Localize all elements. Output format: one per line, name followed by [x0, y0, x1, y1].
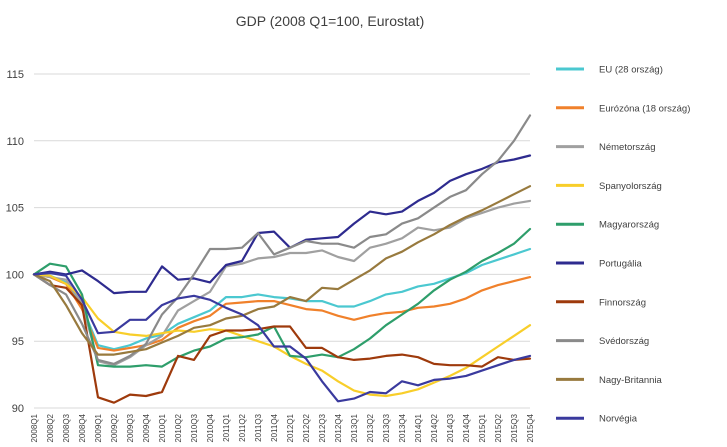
x-axis-ticks: 2008Q1 2008Q2 2008Q3 2008Q4 2009Q1 2009Q2 2009…	[30, 413, 535, 442]
series-line-6	[32, 273, 532, 404]
y-tick-label: 95	[12, 336, 24, 348]
x-tick-label: 2012Q2	[302, 413, 311, 442]
legend-label: Svédország	[599, 336, 649, 347]
x-tick-label: 2009Q3	[126, 413, 135, 442]
x-tick-label: 2010Q2	[174, 413, 183, 442]
x-tick-label: 2013Q3	[382, 413, 391, 442]
y-tick-label: 105	[6, 203, 24, 215]
x-tick-label: 2008Q3	[62, 413, 71, 442]
x-tick-label: 2010Q4	[206, 413, 215, 442]
y-tick-label: 90	[12, 403, 24, 415]
x-tick-label: 2015Q4	[526, 413, 535, 442]
x-tick-label: 2013Q1	[350, 413, 359, 442]
x-tick-label: 2014Q3	[446, 413, 455, 442]
chart-title: GDP (2008 Q1=100, Eurostat)	[236, 13, 424, 29]
series-lines	[32, 114, 532, 404]
series-line-5	[32, 154, 532, 295]
x-tick-label: 2013Q2	[366, 413, 375, 442]
series-line-1	[32, 273, 532, 352]
y-tick-label: 115	[6, 69, 24, 81]
series-line-2	[32, 199, 532, 367]
x-tick-label: 2015Q3	[510, 413, 519, 442]
x-tick-label: 2012Q4	[334, 413, 343, 442]
legend-label: Eurózóna (18 ország)	[599, 103, 690, 114]
x-tick-label: 2009Q4	[142, 413, 151, 442]
legend-label: Nagy-Britannia	[599, 375, 663, 386]
x-tick-label: 2009Q2	[110, 413, 119, 442]
legend-label: Spanyolország	[599, 181, 662, 192]
x-tick-label: 2008Q1	[30, 413, 39, 442]
x-tick-label: 2013Q4	[398, 413, 407, 442]
x-tick-label: 2014Q2	[430, 413, 439, 442]
series-line-3	[32, 273, 532, 398]
x-tick-label: 2008Q4	[78, 413, 87, 442]
x-tick-label: 2014Q4	[462, 413, 471, 442]
gridlines	[34, 73, 530, 409]
x-tick-label: 2014Q1	[414, 413, 423, 442]
legend-label: EU (28 ország)	[599, 65, 663, 76]
x-tick-label: 2012Q3	[318, 413, 327, 442]
x-tick-label: 2010Q1	[158, 413, 167, 442]
series-line-4	[32, 227, 532, 368]
legend-label: Magyarország	[599, 220, 659, 231]
x-tick-label: 2011Q2	[238, 413, 247, 441]
series-line-8	[32, 185, 532, 356]
x-tick-label: 2011Q3	[254, 413, 263, 441]
x-tick-label: 2010Q3	[190, 413, 199, 442]
y-tick-label: 100	[6, 269, 24, 281]
y-tick-label: 110	[6, 136, 24, 148]
legend-label: Németország	[599, 142, 656, 153]
series-line-0	[32, 247, 532, 351]
series-line-9	[32, 272, 532, 403]
legend: EU (28 ország) Eurózóna (18 ország) Németo…	[556, 65, 690, 425]
x-tick-label: 2015Q2	[494, 413, 503, 442]
x-tick-label: 2008Q2	[46, 413, 55, 442]
y-axis-ticks: 90 95 100 105 110 115	[6, 69, 24, 415]
legend-label: Portugália	[599, 259, 642, 270]
x-tick-label: 2015Q1	[478, 413, 487, 442]
legend-label: Finnország	[599, 297, 646, 308]
x-tick-label: 2012Q1	[286, 413, 295, 442]
legend-label: Norvégia	[599, 414, 638, 425]
x-tick-label: 2011Q1	[222, 413, 231, 441]
x-tick-label: 2011Q4	[270, 413, 279, 441]
series-line-7	[32, 114, 532, 365]
x-tick-label: 2009Q1	[94, 413, 103, 442]
